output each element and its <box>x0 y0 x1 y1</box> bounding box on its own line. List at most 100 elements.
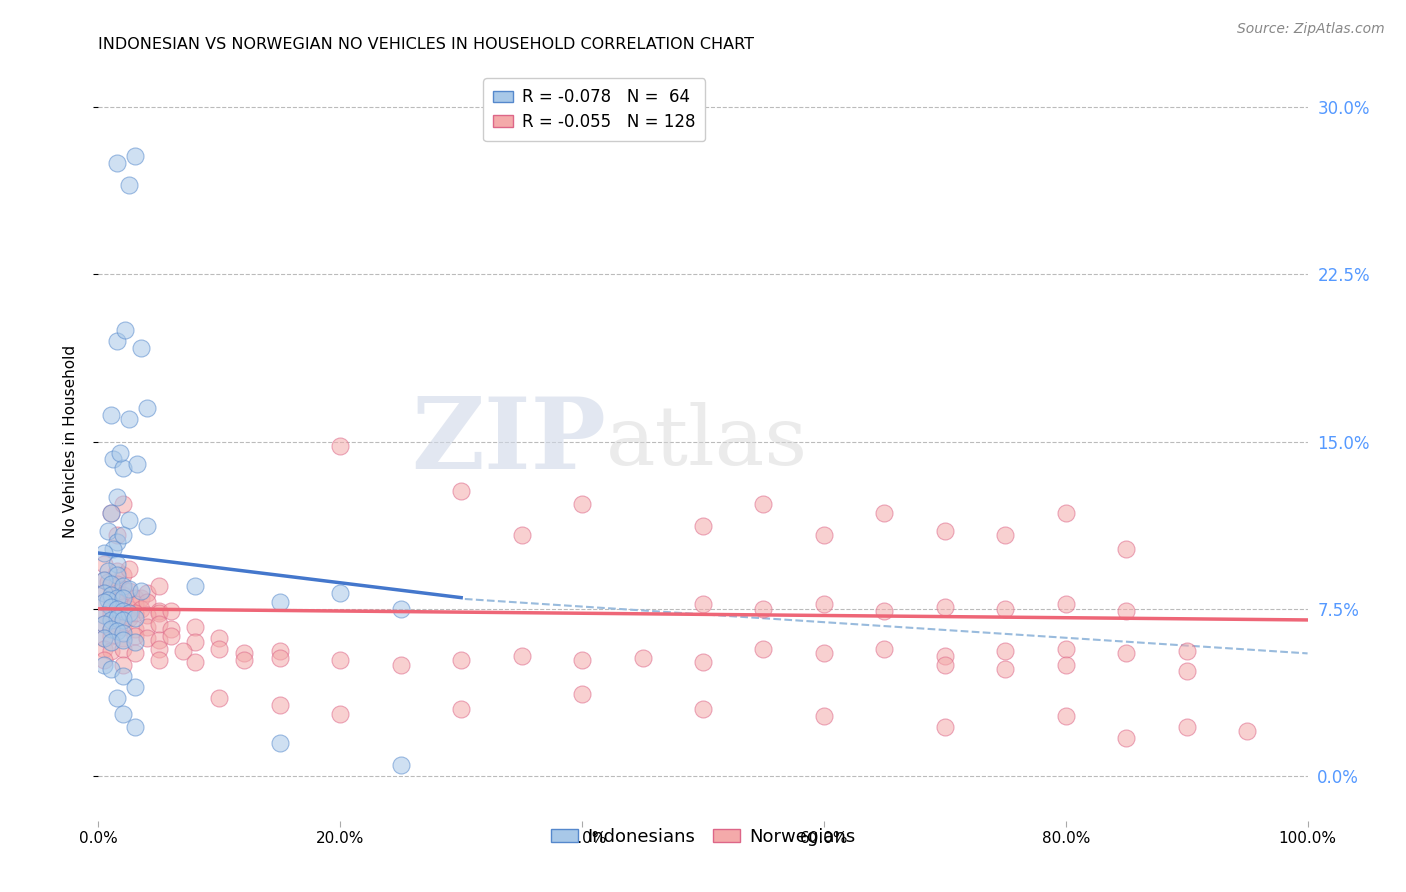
Point <box>111 599 134 614</box>
Point <box>105 334 128 349</box>
Point <box>111 633 134 648</box>
Point <box>124 635 146 649</box>
Point <box>93 586 115 600</box>
Point <box>571 687 593 701</box>
Point <box>93 657 115 672</box>
Point <box>100 613 122 627</box>
Point <box>105 617 128 632</box>
Point <box>124 149 146 163</box>
Point <box>1054 657 1077 672</box>
Point <box>135 608 157 623</box>
Point <box>692 519 714 533</box>
Point <box>124 598 146 612</box>
Point <box>118 178 141 192</box>
Point <box>752 602 775 616</box>
Point <box>111 642 134 657</box>
Point <box>329 439 352 453</box>
Point <box>105 564 128 578</box>
Point <box>105 602 128 616</box>
Point <box>184 635 207 649</box>
Point <box>129 602 152 616</box>
Point <box>124 591 146 605</box>
Point <box>389 657 412 672</box>
Point <box>100 622 122 636</box>
Point <box>105 624 128 639</box>
Point <box>124 607 146 621</box>
Point <box>100 599 122 614</box>
Point <box>101 541 124 556</box>
Point <box>994 662 1017 676</box>
Point <box>124 646 146 660</box>
Point <box>100 506 122 520</box>
Point <box>93 595 115 609</box>
Point <box>105 595 128 609</box>
Point <box>100 580 122 594</box>
Point <box>1175 644 1198 658</box>
Point <box>129 583 152 598</box>
Point <box>111 657 134 672</box>
Point <box>93 595 115 609</box>
Point <box>118 582 141 596</box>
Point <box>105 491 128 505</box>
Point <box>111 631 134 645</box>
Point <box>160 622 183 636</box>
Point <box>873 506 896 520</box>
Point <box>97 592 120 607</box>
Point <box>160 628 183 642</box>
Point <box>93 642 115 657</box>
Point <box>813 598 835 612</box>
Text: atlas: atlas <box>606 401 808 482</box>
Point <box>510 528 533 542</box>
Point <box>93 546 115 560</box>
Point <box>1236 724 1258 739</box>
Point <box>105 577 128 591</box>
Point <box>97 524 120 538</box>
Point <box>129 591 152 605</box>
Point <box>329 653 352 667</box>
Point <box>1175 664 1198 679</box>
Point <box>100 506 122 520</box>
Point <box>105 557 128 572</box>
Point <box>127 457 149 471</box>
Point <box>100 628 122 642</box>
Text: ZIP: ZIP <box>412 393 606 490</box>
Point <box>1115 731 1137 746</box>
Point <box>1054 708 1077 723</box>
Point <box>118 512 141 526</box>
Point <box>100 622 122 636</box>
Point <box>111 608 134 623</box>
Point <box>450 483 472 498</box>
Point <box>389 758 412 772</box>
Point <box>93 608 115 623</box>
Point <box>148 633 170 648</box>
Point <box>93 617 115 632</box>
Point <box>124 622 146 636</box>
Point <box>208 631 231 645</box>
Point <box>124 628 146 642</box>
Point <box>813 708 835 723</box>
Point <box>111 619 134 633</box>
Point <box>934 524 956 538</box>
Point <box>873 642 896 657</box>
Point <box>93 586 115 600</box>
Point <box>510 648 533 663</box>
Point <box>111 528 134 542</box>
Point <box>752 497 775 511</box>
Point <box>571 497 593 511</box>
Point <box>934 599 956 614</box>
Point <box>105 155 128 169</box>
Point <box>118 412 141 426</box>
Point <box>93 631 115 645</box>
Point <box>1115 646 1137 660</box>
Point <box>100 599 122 614</box>
Point <box>93 573 115 587</box>
Point <box>100 408 122 422</box>
Point <box>269 735 291 749</box>
Point <box>208 642 231 657</box>
Point <box>100 635 122 649</box>
Point <box>184 619 207 633</box>
Point <box>111 582 134 596</box>
Point <box>118 611 141 625</box>
Point <box>100 589 122 603</box>
Point <box>111 626 134 640</box>
